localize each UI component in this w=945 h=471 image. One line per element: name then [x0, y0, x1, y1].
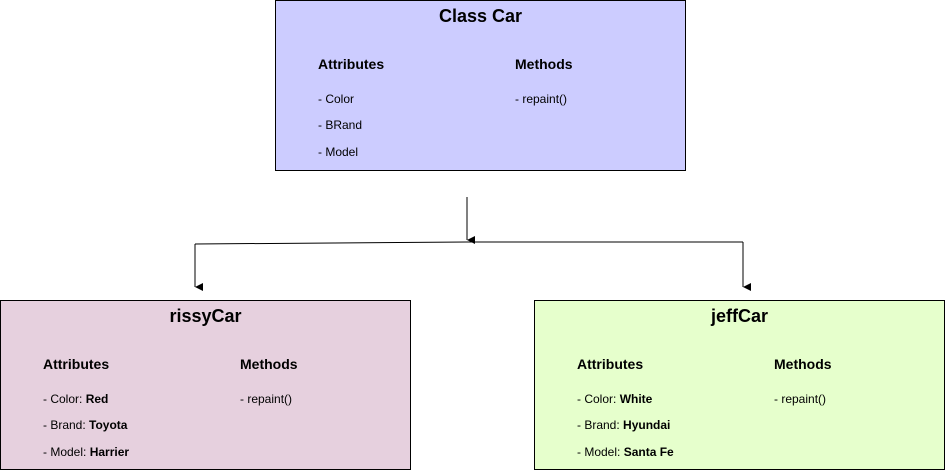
- class-car-attribute-brand: - BRand: [318, 118, 363, 132]
- jeff-car-attribute-model: - Model: Santa Fe: [577, 445, 674, 459]
- rissy-car-attributes-header: Attributes: [43, 356, 110, 372]
- class-car-box: Class Car Attributes Methods - Color - B…: [275, 0, 686, 171]
- rissy-car-title: rissyCar: [169, 306, 242, 326]
- class-car-attribute-color: - Color: [318, 92, 355, 106]
- rissy-car-attribute-brand: - Brand: Toyota: [43, 418, 128, 432]
- jeff-car-box: jeffCar Attributes Methods - Color: Whit…: [534, 300, 945, 470]
- rissy-car-attribute-model: - Model: Harrier: [43, 445, 130, 459]
- jeff-car-attribute-color: - Color: White: [577, 392, 653, 406]
- branch-horizontal-left: [194, 241, 468, 245]
- rissy-car-box: rissyCar Attributes Methods - Color: Red…: [0, 300, 411, 470]
- class-car-methods-header: Methods: [515, 56, 573, 72]
- jeff-car-attributes-header: Attributes: [577, 356, 644, 372]
- jeff-car-title: jeffCar: [710, 306, 768, 326]
- rissy-car-attribute-color: - Color: Red: [43, 392, 109, 406]
- rissy-car-methods-header: Methods: [240, 356, 298, 372]
- class-car-attribute-model: - Model: [318, 145, 359, 159]
- jeff-car-attribute-brand: - Brand: Hyundai: [577, 418, 671, 432]
- jeff-car-methods-header: Methods: [774, 356, 832, 372]
- class-car-method-repaint: - repaint(): [515, 92, 568, 106]
- class-car-title: Class Car: [438, 6, 523, 26]
- jeff-car-method-repaint: - repaint(): [774, 392, 827, 406]
- rissy-car-method-repaint: - repaint(): [240, 392, 293, 406]
- class-car-attributes-header: Attributes: [318, 56, 385, 72]
